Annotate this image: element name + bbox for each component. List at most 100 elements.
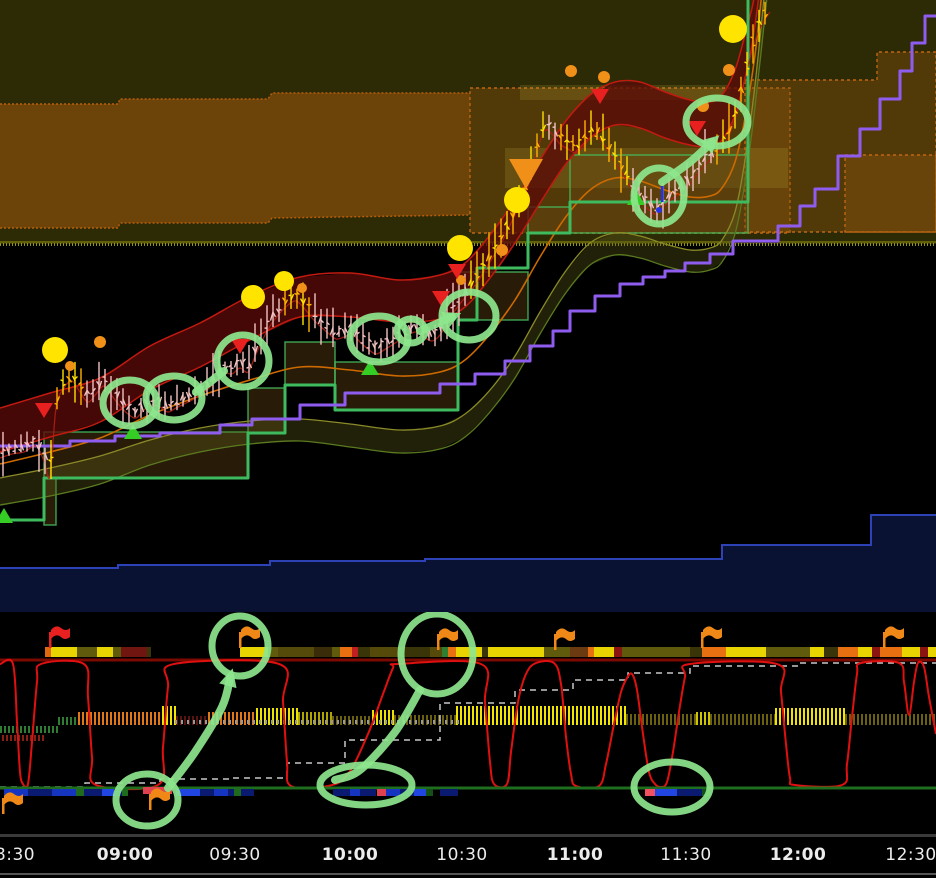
heatmap-tick: [276, 708, 278, 725]
heatmap-tick: [78, 712, 80, 725]
heatmap-tick: [196, 716, 198, 725]
gray-tick: [277, 720, 279, 724]
orange-signal-dot-icon: [598, 71, 610, 83]
heatmap-tick: [881, 714, 883, 725]
time-label: 10:30: [436, 845, 488, 865]
bottom-state-segment: [214, 789, 228, 796]
heatmap-tick: [310, 712, 312, 725]
heatmap-tick: [925, 714, 927, 725]
trend-band-segment: [594, 647, 614, 657]
trend-band-segment: [240, 647, 268, 657]
trend-band-segment: [702, 647, 726, 657]
heatmap-tick: [314, 712, 316, 725]
heatmap-tick: [754, 714, 756, 725]
heatmap-tick: [130, 712, 132, 725]
buy-triangle-icon: [361, 360, 379, 375]
buy-triangle-icon: [124, 424, 142, 439]
gray-tick: [265, 720, 267, 724]
heatmap-tick: [296, 708, 298, 725]
heatmap-tick: [352, 716, 354, 725]
heatmap-tick: [708, 712, 710, 725]
gray-tick: [313, 720, 315, 724]
heatmap-tick: [678, 714, 680, 725]
gray-tick: [391, 720, 393, 724]
heatmap-tick: [252, 712, 254, 725]
gray-tick: [187, 720, 189, 724]
time-axis: 8:30 09:00 09:30 10:00 10:30 11:00 11:30 12:00 1…: [0, 834, 936, 878]
heatmap-tick: [244, 712, 246, 725]
heatmap-tick: [460, 706, 462, 725]
heatmap-tick: [284, 708, 286, 725]
bottom-state-segment: [200, 789, 214, 796]
trend-band-segment: [838, 647, 858, 657]
heatmap-tick: [500, 706, 502, 725]
heatmap-tick: [8, 726, 10, 733]
gray-tick: [361, 720, 363, 724]
heatmap-tick: [742, 714, 744, 725]
heatmap-tick: [184, 716, 186, 725]
heatmap-tick: [775, 708, 777, 725]
gray-tick: [451, 720, 453, 724]
heatmap-tick: [835, 708, 837, 725]
heatmap-tick: [913, 714, 915, 725]
heatmap-tick: [2, 735, 4, 741]
signal-flag-icon: [554, 628, 575, 650]
purple-trail-steps: [0, 14, 936, 448]
heatmap-tick: [162, 706, 164, 725]
heatmap-tick: [326, 712, 328, 725]
time-label: 10:00: [321, 845, 379, 865]
upper-band: [0, 0, 759, 452]
annotation-circle: [630, 758, 714, 816]
heatmap-tick: [62, 717, 64, 725]
upper-band-bottom: [0, 0, 760, 453]
trend-band-segment: [614, 647, 622, 657]
heatmap-tick: [849, 714, 851, 725]
sell-triangle-icon: [688, 121, 706, 136]
bottom-state-segment: [360, 789, 376, 796]
orange-signal-dot-icon: [65, 361, 75, 371]
heatmap-tick: [624, 706, 626, 725]
heatmap-tick: [302, 712, 304, 725]
heatmap-tick: [488, 706, 490, 725]
heatmap-tick: [388, 710, 390, 725]
trend-band-segment: [920, 647, 928, 657]
buy-triangle-icon: [0, 508, 13, 523]
price-chart-panel[interactable]: [0, 0, 936, 612]
heatmap-tick: [634, 714, 636, 725]
heatmap-tick: [44, 726, 46, 733]
gray-tick: [205, 720, 207, 724]
heatmap-tick: [464, 706, 466, 725]
annotation-circle: [213, 331, 273, 391]
lower-band-top: [0, 0, 765, 479]
lower-band: [0, 0, 767, 505]
heatmap-tick: [700, 712, 702, 725]
orange-signal-dot-icon: [565, 65, 577, 77]
heatmap-tick: [650, 714, 652, 725]
heatmap-tick: [638, 714, 640, 725]
heatmap-tick: [384, 710, 386, 725]
consolidation-box: [247, 387, 286, 434]
heatmap-tick: [686, 714, 688, 725]
gray-tick: [337, 720, 339, 724]
heatmap-tick: [430, 715, 432, 725]
heatmap-tick: [496, 706, 498, 725]
heatmap-tick: [36, 726, 38, 733]
gray-tick: [247, 720, 249, 724]
gray-tick: [421, 720, 423, 724]
orange-signal-dot-icon: [297, 283, 307, 293]
trend-band-segment: [488, 647, 544, 657]
heatmap-tick: [552, 706, 554, 725]
gray-tick: [253, 720, 255, 724]
bottom-state-segment: [655, 789, 677, 796]
bottom-state-segment: [350, 789, 360, 796]
gray-tick: [445, 720, 447, 724]
heatmap-tick: [82, 712, 84, 725]
heatmap-tick: [762, 714, 764, 725]
annotation-circle: [99, 376, 161, 430]
indicator-panel[interactable]: [0, 612, 936, 834]
signal-flag-icon: [149, 788, 170, 810]
heatmap-tick: [318, 712, 320, 725]
heatmap-tick: [94, 712, 96, 725]
heatmap-tick: [52, 726, 54, 733]
trend-band-segment: [690, 647, 702, 657]
